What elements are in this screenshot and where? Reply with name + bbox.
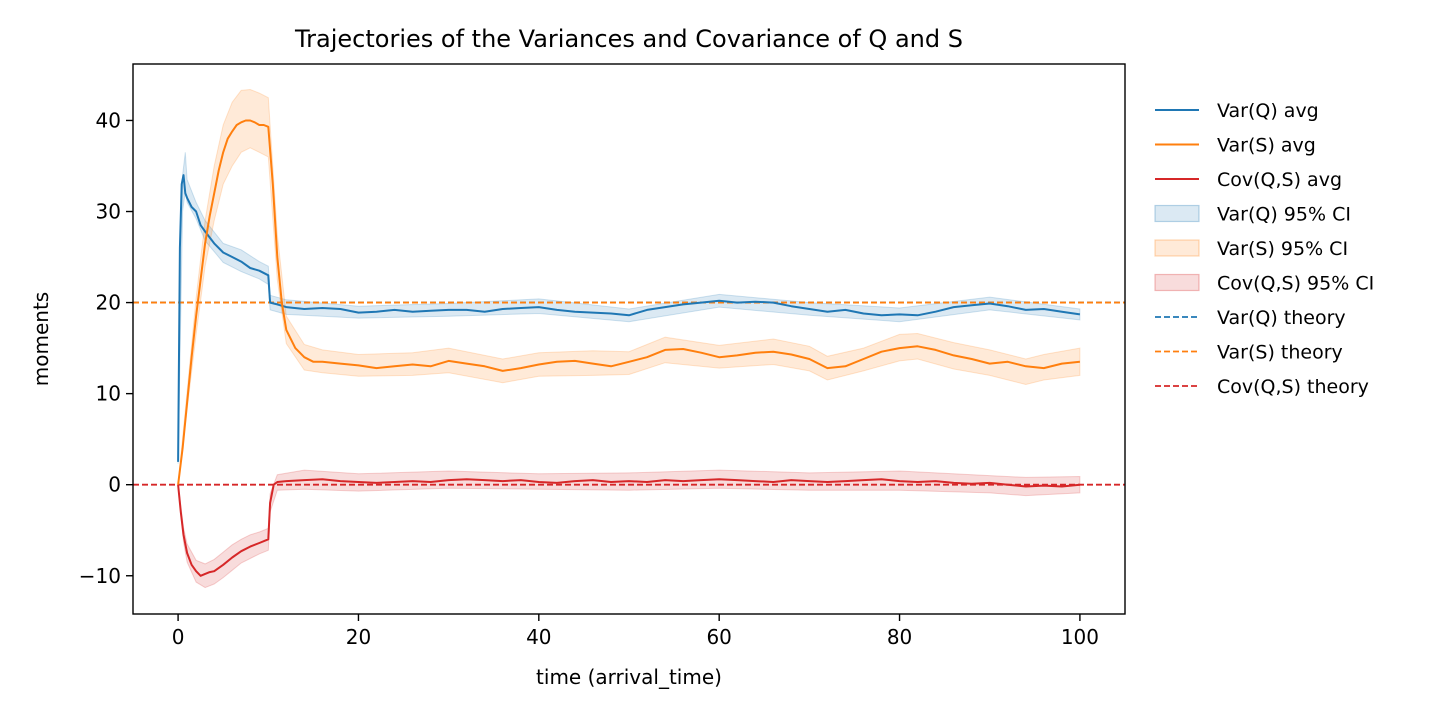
legend-label-var-s-theory: Var(S) theory — [1217, 342, 1343, 364]
series-line-var-s-avg — [177, 119, 1080, 485]
x-axis-label: time (arrival_time) — [536, 665, 722, 689]
y-tick-label: 30 — [96, 200, 121, 224]
legend-label-var-s-95-ci: Var(S) 95% CI — [1217, 238, 1348, 260]
legend-label-var-q-95-ci: Var(Q) 95% CI — [1217, 204, 1351, 226]
y-axis: −10 0 10 20 30 40 — [79, 108, 133, 588]
x-tick-label: 80 — [887, 625, 912, 649]
legend-swatch-var-s-95-ci — [1154, 239, 1200, 257]
legend-label-cov-q-s-theory: Cov(Q,S) theory — [1217, 376, 1369, 398]
y-tick-label: 0 — [108, 473, 121, 497]
x-tick-label: 40 — [526, 625, 551, 649]
legend-label-var-q-theory: Var(Q) theory — [1217, 307, 1346, 329]
x-tick-label: 20 — [346, 625, 371, 649]
band-var-q-95-ci — [177, 152, 1081, 464]
legend: Var(Q) avg Var(S) avg Cov(Q,S) avg Var(Q) 9… — [1154, 100, 1374, 398]
legend-swatch-cov-q-s-95-ci — [1154, 273, 1200, 292]
series-lines — [177, 119, 1081, 577]
y-axis-label: moments — [29, 292, 53, 386]
y-tick-label: 10 — [96, 382, 121, 406]
theory-lines — [133, 301, 1125, 486]
legend-label-cov-q-s-95-ci: Cov(Q,S) 95% CI — [1217, 273, 1374, 295]
legend-label-cov-q-s-avg: Cov(Q,S) avg — [1217, 169, 1342, 191]
plot-frame — [132, 63, 1126, 615]
legend-label-var-s-avg: Var(S) avg — [1217, 135, 1316, 157]
y-tick-label: −10 — [79, 564, 121, 588]
series-line-cov-q-s-avg — [177, 478, 1080, 577]
legend-label-var-q-avg: Var(Q) avg — [1217, 100, 1319, 122]
series-line-var-q-avg — [177, 174, 1081, 462]
y-tick-label: 20 — [96, 291, 121, 315]
legend-swatch-var-q-95-ci — [1154, 204, 1200, 223]
y-tick-label: 40 — [96, 108, 121, 132]
x-axis: 0 20 40 60 80 100 — [172, 614, 1099, 649]
chart-title: Trajectories of the Variances and Covari… — [294, 25, 963, 53]
x-tick-label: 0 — [172, 625, 185, 649]
x-tick-label: 100 — [1061, 625, 1099, 649]
x-tick-label: 60 — [706, 625, 731, 649]
